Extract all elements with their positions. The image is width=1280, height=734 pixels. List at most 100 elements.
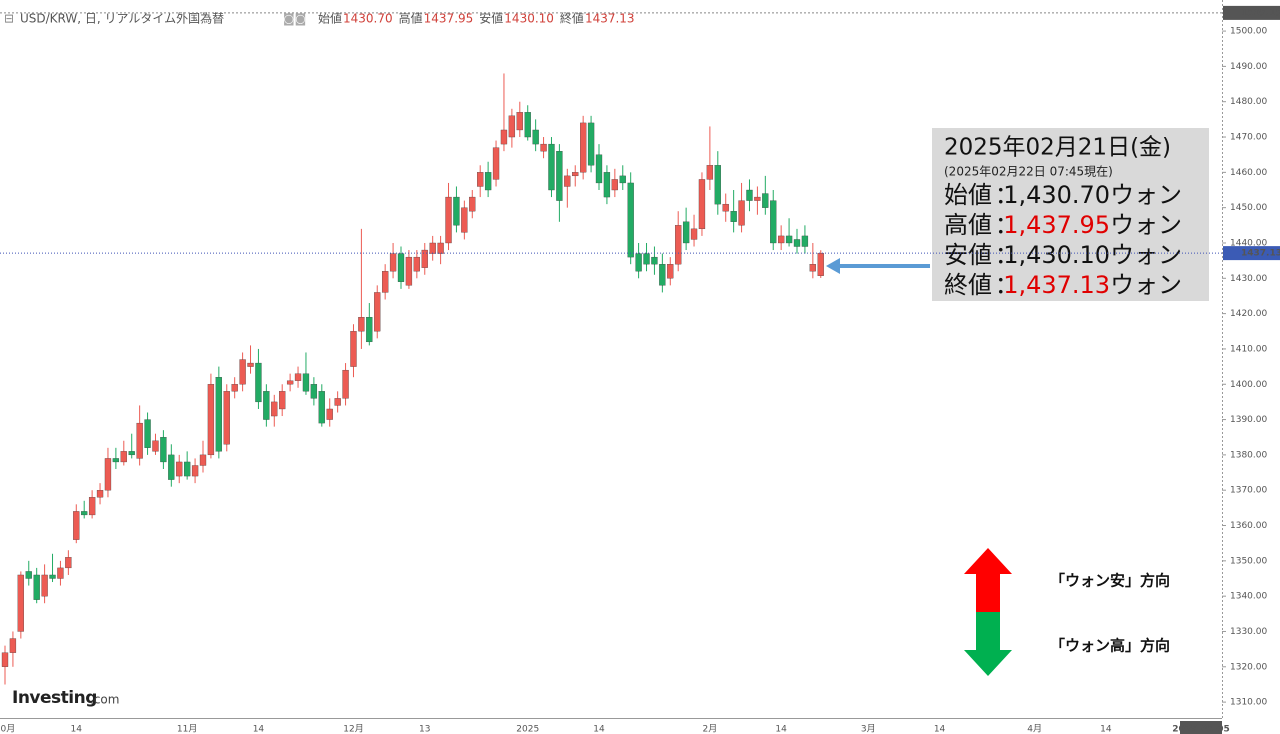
candle-body <box>619 175 626 184</box>
candle-body <box>374 292 381 332</box>
candle-body <box>334 398 341 406</box>
candle-body <box>477 172 484 187</box>
candle-body <box>302 373 310 392</box>
info-value: 1,437.95 <box>1003 211 1110 239</box>
info-unit: ウォン <box>1110 211 1182 239</box>
y-tick-label: 1310.00 <box>1230 698 1267 708</box>
y-tick-label: 1430.00 <box>1230 274 1267 284</box>
info-date: 2025年02月21日(金) <box>944 135 1171 161</box>
y-tick-label: 1450.00 <box>1230 203 1267 213</box>
candle-body <box>207 384 215 456</box>
x-tick-label: 12月 <box>343 724 363 734</box>
candle-body <box>239 359 246 385</box>
candle-body <box>611 179 618 191</box>
candle-body <box>41 574 48 597</box>
candle-body <box>603 172 611 198</box>
candle-body <box>801 235 809 247</box>
info-unit: ウォン <box>1110 181 1182 209</box>
info-value: 1,430.10 <box>1003 241 1110 269</box>
candle-body <box>453 196 460 226</box>
candle-body <box>469 196 476 212</box>
legend-up: 「ウォン安」方向 <box>1050 572 1170 590</box>
candle-body <box>263 391 270 420</box>
candle-body <box>556 151 563 201</box>
logo: Investing .com <box>12 688 119 708</box>
candle-body <box>635 253 642 272</box>
header-quote-value: 1437.95 <box>424 12 474 26</box>
candle-body <box>342 369 349 399</box>
candle-body <box>136 422 143 459</box>
candle-body <box>675 225 682 265</box>
candle-body <box>667 264 674 279</box>
x-tick-label: 10月 <box>0 724 15 734</box>
info-label: 高値 <box>944 211 992 239</box>
candle-body <box>437 242 444 254</box>
info-value: 1,430.70 <box>1003 181 1110 209</box>
x-tick-label: 14 <box>593 725 605 734</box>
candle-body <box>9 638 17 653</box>
info-label: 安値 <box>944 241 992 269</box>
candle-body <box>778 235 785 244</box>
y-tick-label: 1460.00 <box>1230 168 1267 178</box>
x-tick-label: 2月 <box>703 724 718 734</box>
x-tick-label: 3月 <box>861 724 876 734</box>
candle-body <box>682 221 690 244</box>
candle-body <box>191 465 199 477</box>
header-quote-value: 1437.13 <box>585 12 635 26</box>
legend-down: 「ウォン高」方向 <box>1050 637 1170 655</box>
down-arrow <box>964 612 1012 676</box>
y-tick-label: 1370.00 <box>1230 486 1267 496</box>
candle-body <box>421 249 428 268</box>
candle-body <box>540 143 547 152</box>
info-value: 1,437.13 <box>1003 271 1110 299</box>
candle-body <box>144 419 151 448</box>
candle-body <box>389 253 397 272</box>
candle-body <box>96 490 104 498</box>
x-tick-label: 14 <box>1100 725 1112 734</box>
candle-body <box>112 458 120 463</box>
candle-body <box>326 408 333 420</box>
candle-body <box>318 391 325 424</box>
y-tick-label: 1410.00 <box>1230 344 1267 354</box>
candle-body <box>659 264 666 286</box>
y-tick-label: 1470.00 <box>1230 133 1267 143</box>
candle-body <box>492 147 500 180</box>
logo-brand: Investing <box>12 688 97 708</box>
candle-body <box>587 122 595 166</box>
candle-body <box>793 239 801 247</box>
x-tick-label: 11月 <box>177 724 197 734</box>
info-label: 始値 <box>944 181 992 209</box>
last-price-label: 1437.13 <box>1241 249 1280 259</box>
candle-body <box>762 193 769 208</box>
header-quote-label: 安値 <box>479 11 503 26</box>
x-tick-label: 2025 <box>516 725 539 734</box>
candle-body <box>81 511 88 516</box>
top-price-box <box>1223 5 1280 20</box>
header-quote-label: 始値 <box>318 11 342 26</box>
candle-body <box>88 497 96 516</box>
candle-body <box>17 574 24 632</box>
header-title: USD/KRW, 日, リアルタイム外国為替 <box>20 12 224 26</box>
candle-body <box>809 264 816 272</box>
y-tick-label: 1330.00 <box>1230 627 1267 637</box>
header-icon: ⊟ <box>4 12 14 26</box>
pointer-arrowhead <box>826 258 840 274</box>
candle-body <box>57 567 64 579</box>
candle-body <box>738 200 745 226</box>
y-tick-label: 1400.00 <box>1230 380 1267 390</box>
candle-body <box>199 454 207 466</box>
candle-body <box>184 461 191 477</box>
y-tick-label: 1500.00 <box>1230 27 1267 37</box>
candle-body <box>484 172 492 191</box>
candle-body <box>754 196 761 201</box>
last-price-box <box>1223 246 1280 261</box>
candle-body <box>120 451 127 463</box>
candle-body <box>730 211 737 222</box>
candle-body <box>271 401 278 417</box>
candle-body <box>698 179 706 230</box>
candle-body <box>461 207 468 233</box>
candle-body <box>350 331 357 367</box>
